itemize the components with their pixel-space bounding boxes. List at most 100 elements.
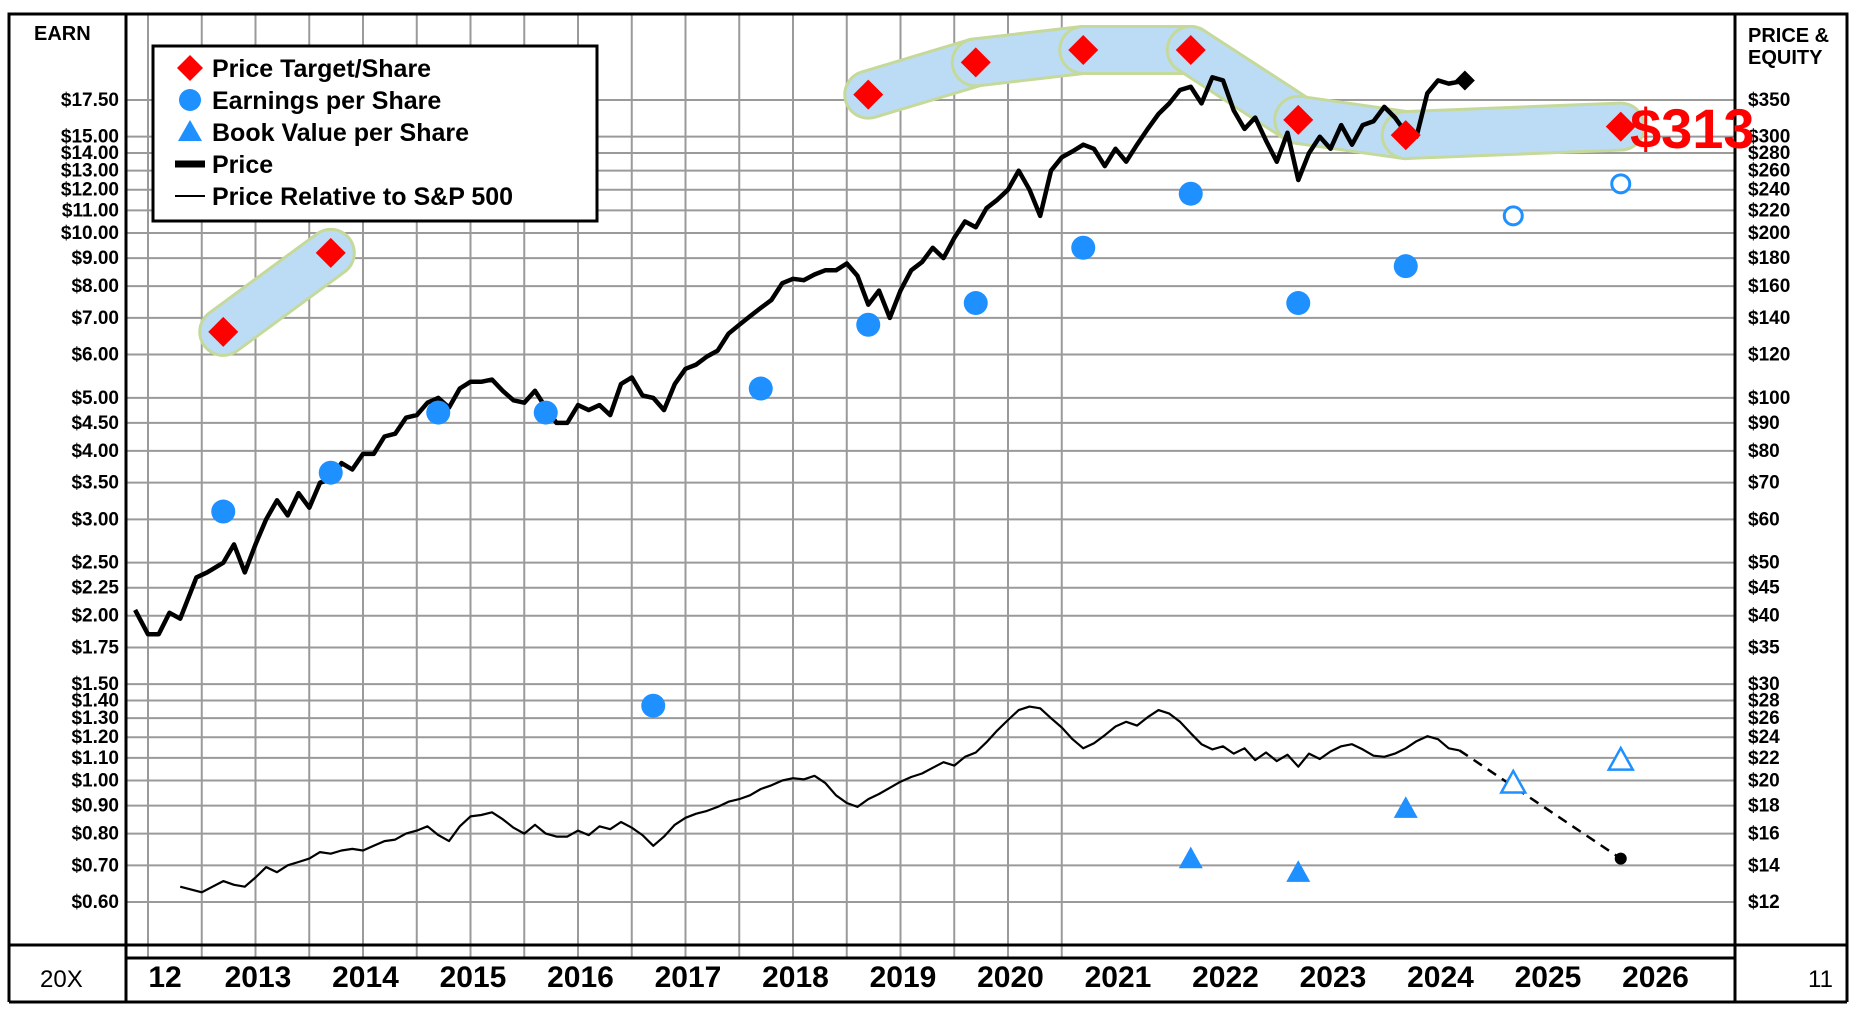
earn-tick-label: $14.00: [61, 143, 119, 164]
year-label: 2020: [977, 961, 1044, 994]
year-label: 2026: [1622, 961, 1689, 994]
price-tick-label: $22: [1748, 748, 1780, 769]
relative-projection-end-point: [1614, 852, 1627, 865]
price-tick-label: $220: [1748, 200, 1790, 221]
price-tick-label: $45: [1748, 578, 1780, 599]
earn-tick-label: $4.50: [71, 413, 119, 434]
eps-point: [1178, 181, 1203, 206]
axis-labels: $17.50 $15.00$14.00$13.00$12.00$11.00$10.…: [61, 90, 1790, 994]
right-axis-title-line1: PRICE &: [1748, 25, 1829, 47]
price-tick-label: $12: [1748, 892, 1780, 913]
earn-tick-label: $0.80: [71, 824, 119, 845]
price-tick-label: $350: [1748, 90, 1790, 111]
eps-estimate-point: [1502, 205, 1524, 227]
earn-tick-label: $12.00: [61, 180, 119, 201]
eps-point: [1071, 235, 1096, 260]
legend-circle-icon: [179, 89, 201, 111]
year-label: 2021: [1085, 961, 1152, 994]
legend-item: Book Value per Share: [178, 119, 469, 147]
earn-tick-label: $7.00: [71, 308, 119, 329]
legend-label: Book Value per Share: [212, 119, 469, 147]
price-tick-label: $14: [1748, 855, 1780, 876]
page-number-label: 11: [1808, 966, 1833, 993]
price-target-point: [1605, 111, 1636, 142]
earn-tick-label: $0.60: [71, 892, 119, 913]
earn-tick-label: $5.00: [71, 388, 119, 409]
book-value-point: [1286, 860, 1311, 882]
earn-tick-label: $13.00: [61, 161, 119, 182]
book-value-point: [1393, 796, 1418, 818]
legend-label: Price Relative to S&P 500: [212, 183, 513, 211]
price-target-point: [315, 237, 346, 268]
earn-tick-label: $1.75: [71, 637, 119, 658]
eps-point: [856, 312, 881, 337]
legend-diamond-icon: [177, 55, 203, 81]
earn-tick-label: $1.30: [71, 708, 119, 729]
pe-multiple-label: 20X: [40, 966, 83, 993]
price-target-band: [201, 230, 353, 354]
eps-point: [211, 499, 236, 524]
eps-point: [318, 460, 343, 485]
price-tick-label: $24: [1748, 727, 1780, 748]
legend-item: Price Target/Share: [177, 55, 431, 83]
earn-tick-label: $3.50: [71, 473, 119, 494]
book-value-estimate-point: [1606, 745, 1635, 771]
price-tick-label: $140: [1748, 308, 1790, 329]
price-tick-label: $26: [1748, 708, 1780, 729]
earn-tick-label: $15.00: [61, 127, 119, 148]
year-label: 2018: [762, 961, 829, 994]
year-label: 2023: [1300, 961, 1367, 994]
eps-point: [641, 693, 666, 718]
price-tick-label: $260: [1748, 161, 1790, 182]
earn-tick-label: $17.50: [61, 90, 119, 111]
earn-tick-label: $1.50: [71, 674, 119, 695]
earn-tick-label: $2.00: [71, 606, 119, 627]
earn-tick-label: $8.00: [71, 276, 119, 297]
left-axis-title: EARN: [34, 23, 91, 45]
price-tick-label: $16: [1748, 824, 1780, 845]
earn-tick-label: $6.00: [71, 345, 119, 366]
earn-tick-label: $9.00: [71, 248, 119, 269]
price-tick-label: $70: [1748, 473, 1780, 494]
eps-point: [1393, 254, 1418, 279]
earn-tick-label: $11.00: [62, 200, 119, 221]
price-target-value-label: $313: [1630, 97, 1755, 160]
data-series: [133, 75, 1622, 894]
price-tick-label: $35: [1748, 637, 1780, 658]
year-label: 2014: [332, 961, 399, 994]
earn-tick-label: $3.00: [71, 509, 119, 530]
price-target-point: [1175, 34, 1206, 65]
eps-estimate-point: [1610, 173, 1632, 195]
legend-item: Earnings per Share: [179, 87, 441, 115]
earn-tick-label: $1.20: [71, 727, 119, 748]
price-target-point: [1283, 104, 1314, 135]
price-tick-label: $240: [1748, 180, 1790, 201]
price-target-point: [960, 47, 991, 78]
eps-point: [533, 400, 558, 425]
price-target-bands: [198, 24, 1646, 357]
price-tick-label: $200: [1748, 223, 1790, 244]
price-target-band: [1383, 104, 1643, 158]
price-tick-label: $280: [1748, 143, 1790, 164]
year-label: 2019: [870, 961, 937, 994]
earn-tick-label: $2.50: [71, 553, 119, 574]
price-tick-label: $60: [1748, 509, 1780, 530]
year-label: 12: [148, 961, 181, 994]
relative-strength-line: [179, 705, 1460, 894]
earn-tick-label: $1.00: [71, 771, 119, 792]
price-target-point: [1068, 34, 1099, 65]
price-line: [133, 75, 1460, 637]
earn-tick-label: $10.00: [61, 223, 119, 244]
current-price-point: [1454, 70, 1475, 91]
relative-projection-line: [1458, 749, 1622, 860]
price-tick-label: $100: [1748, 388, 1790, 409]
eps-point: [963, 291, 988, 316]
price-tick-label: $300: [1748, 127, 1790, 148]
legend-triangle-icon: [178, 120, 202, 141]
earn-tick-label: $0.70: [71, 855, 119, 876]
legend-item: Price Relative to S&P 500: [175, 183, 513, 211]
year-label: 2025: [1515, 961, 1582, 994]
price-tick-label: $28: [1748, 691, 1780, 712]
year-label: 2017: [655, 961, 722, 994]
